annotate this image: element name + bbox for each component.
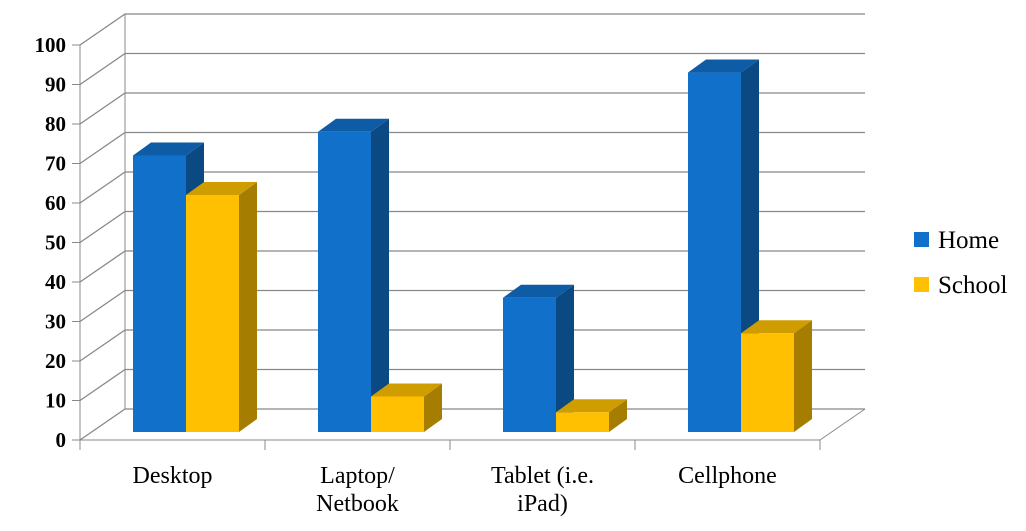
y-tick-label: 60 [45, 191, 66, 215]
y-tick-label: 70 [45, 152, 66, 176]
y-tick-label: 100 [35, 33, 67, 57]
y-tick-label: 40 [45, 270, 66, 294]
bar-top [741, 320, 812, 334]
grid-line [79, 171, 865, 204]
bar [371, 383, 442, 432]
grid-line [79, 289, 865, 323]
bar-top [556, 399, 627, 413]
legend-swatch [914, 277, 929, 292]
bar-front [318, 131, 371, 433]
x-tick-label: Tablet (i.e. iPad) [491, 463, 594, 517]
grid-line [79, 92, 865, 125]
bar [186, 182, 257, 432]
y-tick-label: 20 [45, 349, 66, 373]
bar-front [556, 412, 609, 432]
bar-top [371, 383, 442, 397]
bar [318, 118, 389, 433]
legend-label: Home [938, 227, 999, 254]
bar [503, 284, 574, 432]
grid-line [79, 250, 865, 283]
bar-side [424, 383, 442, 432]
bar-front [741, 333, 794, 432]
y-tick-label: 30 [45, 310, 66, 334]
y-tick-label: 10 [45, 389, 66, 413]
grid-line [79, 131, 865, 165]
bar-side [794, 320, 812, 432]
grid-line [79, 52, 865, 86]
bar-top [318, 118, 389, 132]
grid-line [79, 368, 865, 402]
bar-top [186, 182, 257, 195]
y-tick-label: 50 [45, 231, 66, 255]
grid-line [79, 13, 865, 46]
bar [741, 320, 812, 432]
bar-front [688, 72, 741, 433]
grid-line [79, 210, 865, 244]
bar-side [556, 284, 574, 432]
y-tick-label: 90 [45, 73, 66, 97]
legend-label: School [938, 272, 1008, 299]
floor-edge [819, 408, 866, 441]
bar-front [503, 297, 556, 432]
bar-side [371, 118, 389, 433]
y-tick-label: 80 [45, 112, 66, 136]
bar-top [688, 59, 759, 73]
bar-side [609, 399, 627, 432]
y-tick-label: 0 [56, 428, 67, 452]
bar-front [371, 396, 424, 432]
x-tick-label: Desktop [132, 463, 213, 489]
bar-top [503, 284, 574, 298]
x-tick-label: Laptop/ Netbook [316, 463, 399, 517]
x-tick-label: Cellphone [678, 463, 777, 489]
bar-top [133, 142, 204, 156]
legend-swatch [914, 232, 929, 247]
bar-side [239, 182, 257, 432]
bar-front [133, 155, 186, 432]
bar [556, 399, 627, 432]
grid-line [79, 329, 865, 362]
bar-front [186, 195, 239, 432]
